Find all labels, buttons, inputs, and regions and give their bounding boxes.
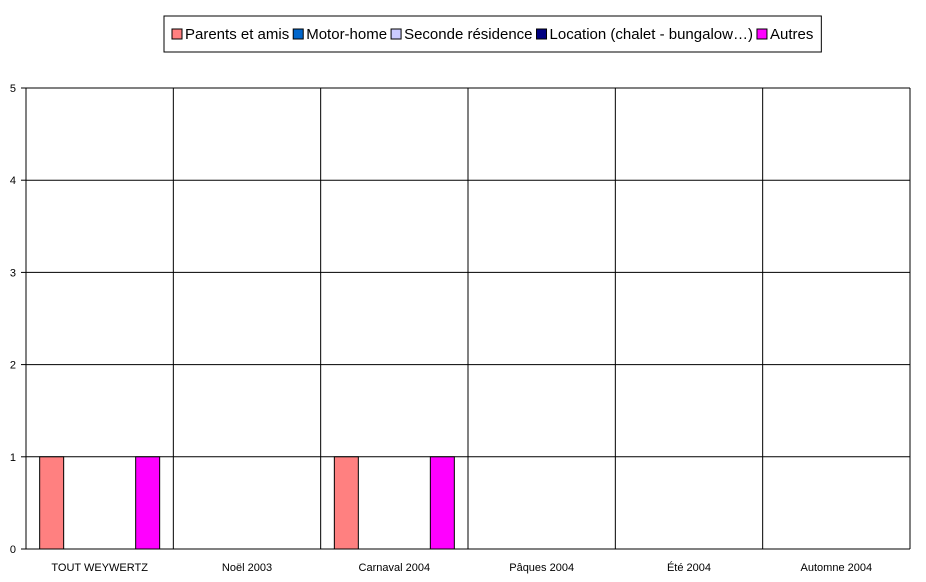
- legend-swatch-location-chalet-bungalow: [536, 28, 548, 40]
- legend-swatch-parents-et-amis: [171, 28, 183, 40]
- y-tick-label-4: 4: [10, 175, 16, 187]
- legend-item-autres: Autres: [756, 26, 813, 43]
- x-tick-labels: TOUT WEYWERTZ Noël 2003 Carnaval 2004 Pâque…: [51, 561, 872, 574]
- legend-label-parents-et-amis: Parents et amis: [185, 26, 289, 43]
- y-tick-labels: 0 1 2 3 4 5: [10, 83, 16, 556]
- legend-label-autres: Autres: [770, 26, 813, 43]
- legend-item-parents-et-amis: Parents et amis: [171, 26, 289, 43]
- legend-swatch-motor-home: [292, 28, 304, 40]
- legend-swatch-autres: [756, 28, 768, 40]
- legend-label-seconde-residence: Seconde résidence: [404, 26, 532, 43]
- legend-label-motor-home: Motor-home: [306, 26, 387, 43]
- bar-autres-tout-weywertz: [135, 456, 161, 550]
- legend-box: [163, 15, 822, 53]
- legend-label-location-chalet-bungalow: Location (chalet - bungalow…): [550, 26, 753, 43]
- x-tick-label-automne-2004: Automne 2004: [801, 562, 873, 574]
- y-tick-label-5: 5: [10, 83, 16, 95]
- y-tick-label-0: 0: [10, 544, 16, 556]
- y-tick-label-3: 3: [10, 267, 16, 279]
- bar-parents-et-amis-tout-weywertz: [39, 456, 65, 550]
- x-tick-label-tout-weywertz: TOUT WEYWERTZ: [51, 562, 148, 574]
- x-tick-label-noel-2003: Noël 2003: [222, 562, 272, 574]
- x-tick-label-paques-2004: Pâques 2004: [509, 562, 574, 574]
- y-tick-label-2: 2: [10, 360, 16, 372]
- x-tick-label-carnaval-2004: Carnaval 2004: [359, 562, 431, 574]
- legend: Parents et amis Motor-home Seconde résiden…: [163, 15, 822, 53]
- axes: [21, 87, 910, 550]
- legend-item-location-chalet-bungalow: Location (chalet - bungalow…): [536, 26, 753, 43]
- legend-swatch-seconde-residence: [390, 28, 402, 40]
- legend-item-motor-home: Motor-home: [292, 26, 387, 43]
- legend-items: Parents et amis Motor-home Seconde résiden…: [171, 26, 813, 43]
- bar-autres-carnaval-2004: [429, 456, 455, 550]
- bars: [39, 456, 455, 550]
- gridlines: [26, 87, 911, 549]
- y-tick-label-1: 1: [10, 452, 16, 464]
- legend-item-seconde-residence: Seconde résidence: [390, 26, 533, 43]
- bar-parents-et-amis-carnaval-2004: [333, 456, 359, 550]
- x-tick-label-ete-2004: Été 2004: [667, 561, 711, 574]
